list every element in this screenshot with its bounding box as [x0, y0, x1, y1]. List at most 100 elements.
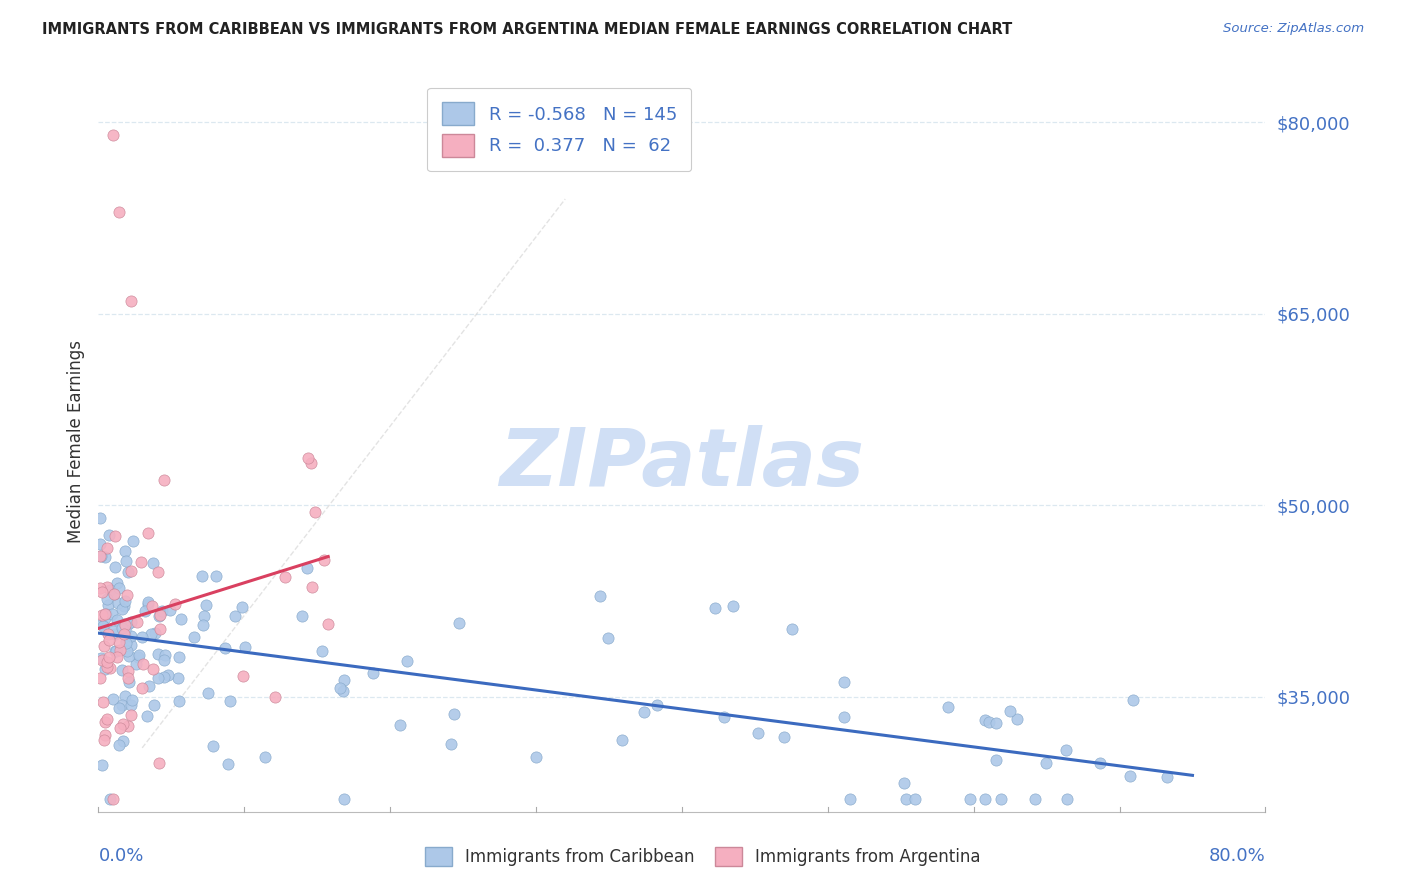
Legend: Immigrants from Caribbean, Immigrants from Argentina: Immigrants from Caribbean, Immigrants fr… [418, 838, 988, 875]
Point [780, 622, 803, 636]
Point [136, 595, 159, 609]
Point [101, 792, 124, 806]
Point [332, 683, 354, 698]
Point [111, 602, 134, 616]
Text: 80.0%: 80.0% [1209, 847, 1265, 865]
Point [120, 615, 142, 629]
Point [447, 615, 470, 630]
Point [96, 607, 118, 621]
Point [152, 652, 174, 666]
Point [90, 549, 112, 564]
Point [101, 607, 124, 622]
Point [91, 695, 114, 709]
Point [91, 652, 114, 666]
Point [117, 719, 139, 733]
Point [111, 733, 134, 747]
Point [89, 581, 111, 595]
Point [115, 636, 138, 650]
Point [128, 648, 150, 662]
Point [134, 604, 156, 618]
Point [713, 710, 735, 724]
Point [1156, 771, 1178, 785]
Point [167, 671, 190, 685]
Point [146, 647, 169, 661]
Point [990, 792, 1012, 806]
Point [986, 754, 1008, 768]
Point [142, 662, 165, 676]
Point [93, 728, 115, 742]
Point [114, 624, 136, 638]
Point [936, 699, 959, 714]
Point [1024, 792, 1046, 806]
Point [124, 657, 146, 671]
Point [117, 671, 139, 685]
Point [959, 792, 981, 806]
Point [233, 640, 256, 654]
Point [214, 641, 236, 656]
Point [114, 618, 136, 632]
Point [127, 650, 149, 665]
Point [157, 668, 180, 682]
Point [389, 718, 412, 732]
Point [152, 473, 174, 487]
Point [1119, 769, 1142, 783]
Point [89, 672, 111, 686]
Point [117, 664, 139, 678]
Point [301, 580, 323, 594]
Point [201, 739, 224, 753]
Point [108, 721, 131, 735]
Point [224, 608, 246, 623]
Point [98, 792, 121, 806]
Point [111, 717, 134, 731]
Point [159, 603, 181, 617]
Point [304, 505, 326, 519]
Point [120, 638, 142, 652]
Point [704, 600, 727, 615]
Point [131, 657, 153, 671]
Point [143, 625, 166, 640]
Text: ZIPatlas: ZIPatlas [499, 425, 865, 503]
Point [329, 681, 352, 696]
Point [146, 565, 169, 579]
Point [118, 675, 141, 690]
Point [103, 587, 125, 601]
Point [129, 555, 152, 569]
Legend: R = -0.568   N = 145, R =  0.377   N =  62: R = -0.568 N = 145, R = 0.377 N = 62 [427, 87, 692, 171]
Point [998, 704, 1021, 718]
Point [98, 582, 121, 597]
Point [118, 649, 141, 664]
Point [333, 792, 356, 806]
Point [90, 651, 112, 665]
Point [94, 550, 117, 565]
Point [299, 456, 322, 470]
Point [90, 616, 112, 631]
Point [163, 597, 186, 611]
Point [231, 599, 253, 614]
Point [112, 616, 135, 631]
Point [114, 634, 136, 648]
Point [316, 616, 339, 631]
Point [138, 679, 160, 693]
Point [167, 693, 190, 707]
Point [96, 660, 118, 674]
Point [101, 128, 124, 143]
Point [1007, 712, 1029, 726]
Point [89, 511, 111, 525]
Point [104, 643, 127, 657]
Point [839, 792, 862, 806]
Point [104, 529, 127, 543]
Point [232, 669, 254, 683]
Point [90, 584, 112, 599]
Point [153, 670, 176, 684]
Point [122, 533, 145, 548]
Point [98, 633, 121, 648]
Point [217, 756, 239, 771]
Point [93, 733, 115, 747]
Point [94, 607, 117, 622]
Point [96, 581, 118, 595]
Point [191, 568, 214, 582]
Point [218, 694, 240, 708]
Point [893, 776, 915, 790]
Point [107, 738, 129, 752]
Point [274, 570, 297, 584]
